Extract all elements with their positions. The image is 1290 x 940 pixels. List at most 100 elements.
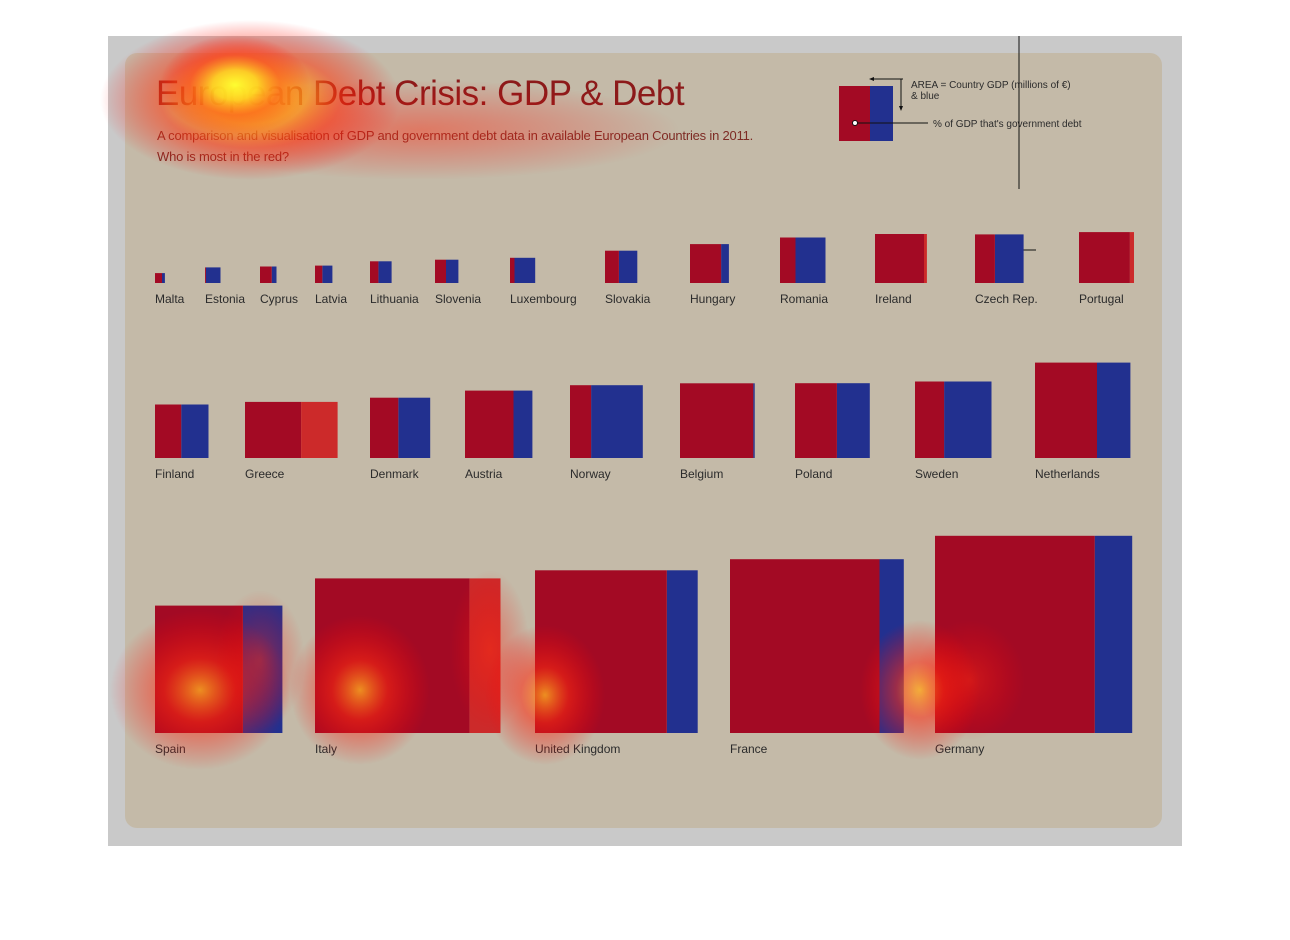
country-label-poland: Poland — [795, 467, 832, 481]
country-ireland: Ireland — [875, 234, 927, 306]
country-label-latvia: Latvia — [315, 292, 347, 306]
debt-bar-netherlands — [1035, 362, 1097, 458]
country-label-hungary: Hungary — [690, 292, 735, 306]
debt-bar-estonia — [205, 267, 206, 283]
country-label-germany: Germany — [935, 742, 984, 756]
country-label-sweden: Sweden — [915, 467, 958, 481]
country-label-czech-rep: Czech Rep. — [975, 292, 1038, 306]
gdp-bar-austria — [513, 390, 533, 458]
country-portugal: Portugal — [1079, 232, 1134, 306]
country-poland: Poland — [795, 383, 870, 481]
country-united-kingdom: United Kingdom — [535, 570, 698, 756]
country-spain: Spain — [155, 605, 283, 756]
debt-bar-finland — [155, 404, 182, 458]
debt-bar-norway — [570, 385, 592, 458]
country-label-italy: Italy — [315, 742, 337, 756]
country-label-malta: Malta — [155, 292, 185, 306]
gdp-bar-czech-rep — [994, 234, 1024, 283]
country-label-austria: Austria — [465, 467, 503, 481]
debt-bar-spain — [155, 605, 243, 733]
gdp-bar-finland — [181, 404, 209, 458]
gdp-bar-lithuania — [378, 261, 392, 283]
country-label-lithuania: Lithuania — [370, 292, 419, 306]
debt-bar-belgium — [680, 383, 754, 458]
debt-bar-portugal — [1079, 232, 1130, 283]
debt-bar-france — [730, 559, 880, 733]
country-label-slovakia: Slovakia — [605, 292, 651, 306]
country-germany: Germany — [935, 535, 1133, 756]
debt-overflow-bar-ireland — [924, 234, 927, 283]
debt-bar-united-kingdom — [535, 570, 667, 733]
country-label-cyprus: Cyprus — [260, 292, 298, 306]
debt-overflow-bar-portugal — [1129, 232, 1134, 283]
country-label-ireland: Ireland — [875, 292, 912, 306]
gdp-bar-hungary — [721, 244, 729, 283]
country-hungary: Hungary — [690, 244, 735, 306]
debt-bar-poland — [795, 383, 837, 458]
country-austria: Austria — [465, 390, 533, 481]
country-czech-rep: Czech Rep. — [975, 234, 1038, 306]
country-label-united-kingdom: United Kingdom — [535, 742, 620, 756]
country-netherlands: Netherlands — [1035, 362, 1131, 481]
country-label-luxembourg: Luxembourg — [510, 292, 577, 306]
debt-bar-slovenia — [435, 259, 446, 283]
country-label-greece: Greece — [245, 467, 285, 481]
country-label-portugal: Portugal — [1079, 292, 1124, 306]
gdp-bar-germany — [1094, 535, 1133, 733]
gdp-bar-estonia — [205, 267, 221, 283]
debt-bar-latvia — [315, 265, 323, 283]
gdp-bar-latvia — [322, 265, 333, 283]
country-label-estonia: Estonia — [205, 292, 245, 306]
country-label-france: France — [730, 742, 768, 756]
gdp-bar-romania — [795, 237, 826, 283]
country-denmark: Denmark — [370, 397, 431, 481]
gdp-bar-france — [879, 559, 904, 733]
gdp-bar-norway — [591, 385, 643, 458]
debt-bar-italy — [315, 578, 470, 733]
debt-bar-germany — [935, 535, 1095, 733]
debt-bar-greece — [245, 401, 302, 458]
country-cyprus: Cyprus — [260, 266, 298, 306]
country-label-slovenia: Slovenia — [435, 292, 481, 306]
country-label-romania: Romania — [780, 292, 828, 306]
debt-bar-slovakia — [605, 250, 619, 283]
debt-bar-czech-rep — [975, 234, 995, 283]
debt-bar-ireland — [875, 234, 924, 283]
debt-overflow-bar-greece — [301, 401, 338, 458]
country-finland: Finland — [155, 404, 209, 481]
debt-bar-austria — [465, 390, 514, 458]
country-greece: Greece — [245, 401, 338, 481]
country-slovenia: Slovenia — [435, 259, 481, 306]
gdp-bar-slovenia — [446, 259, 459, 283]
country-france: France — [730, 559, 904, 756]
country-label-finland: Finland — [155, 467, 194, 481]
debt-bar-lithuania — [370, 261, 379, 283]
gdp-bar-cyprus — [271, 266, 277, 283]
gdp-bar-luxembourg — [514, 257, 536, 283]
gdp-bar-belgium — [753, 383, 755, 458]
gdp-bar-united-kingdom — [666, 570, 698, 733]
gdp-bar-netherlands — [1097, 362, 1131, 458]
debt-bar-romania — [780, 237, 796, 283]
country-slovakia: Slovakia — [605, 250, 651, 306]
country-label-denmark: Denmark — [370, 467, 420, 481]
debt-bar-hungary — [690, 244, 722, 283]
country-luxembourg: Luxembourg — [510, 257, 577, 306]
country-label-netherlands: Netherlands — [1035, 467, 1100, 481]
debt-overflow-bar-italy — [469, 578, 501, 733]
debt-bar-denmark — [370, 397, 399, 458]
country-italy: Italy — [315, 578, 501, 756]
country-lithuania: Lithuania — [370, 261, 419, 306]
country-malta: Malta — [155, 273, 185, 306]
debt-bar-luxembourg — [510, 257, 515, 283]
gdp-bar-sweden — [944, 381, 992, 458]
country-label-norway: Norway — [570, 467, 611, 481]
debt-bar-cyprus — [260, 266, 272, 283]
country-sweden: Sweden — [915, 381, 992, 481]
gdp-bar-denmark — [398, 397, 431, 458]
country-label-spain: Spain — [155, 742, 186, 756]
gdp-bar-malta — [162, 273, 165, 283]
gdp-bar-slovakia — [618, 250, 638, 283]
country-romania: Romania — [780, 237, 828, 306]
